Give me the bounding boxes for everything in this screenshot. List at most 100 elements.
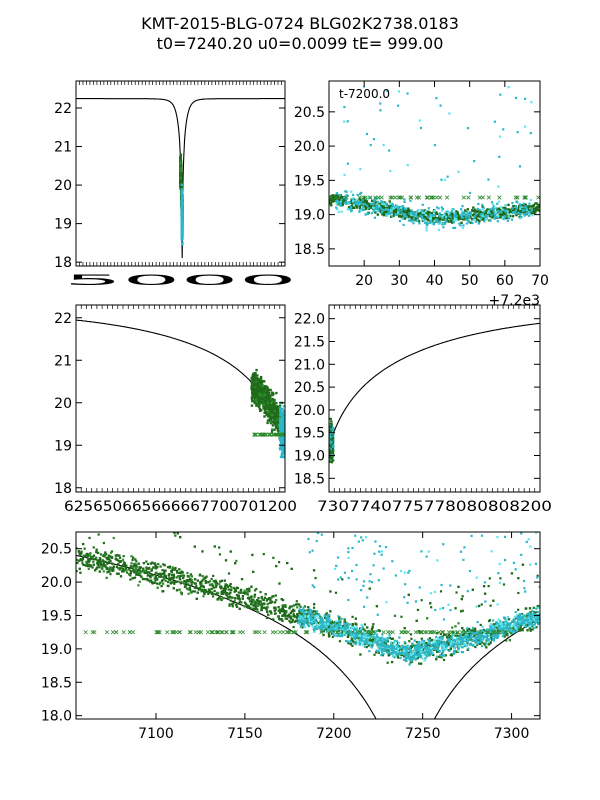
y-tick-label: 20 bbox=[54, 178, 72, 194]
data-point bbox=[506, 212, 509, 216]
data-point bbox=[299, 612, 302, 615]
data-point bbox=[255, 386, 259, 389]
data-point bbox=[462, 216, 466, 220]
data-point bbox=[364, 203, 367, 206]
data-point bbox=[497, 185, 500, 188]
data-point bbox=[399, 208, 402, 212]
data-point bbox=[181, 214, 184, 217]
data-point bbox=[506, 210, 509, 213]
data-point bbox=[501, 208, 504, 211]
data-point bbox=[266, 419, 270, 422]
data-point bbox=[275, 433, 279, 437]
data-point bbox=[278, 415, 282, 419]
data-point bbox=[382, 144, 385, 147]
data-point bbox=[481, 205, 484, 209]
data-point bbox=[350, 209, 353, 212]
data-point bbox=[272, 405, 275, 408]
data-point bbox=[481, 208, 484, 211]
data-point bbox=[504, 216, 508, 220]
data-point bbox=[88, 536, 91, 540]
data-point bbox=[250, 398, 254, 401]
data-point bbox=[455, 215, 458, 218]
axes-frame bbox=[328, 80, 541, 267]
data-point bbox=[463, 209, 467, 212]
data-point bbox=[180, 212, 184, 215]
data-point bbox=[256, 374, 259, 377]
data-point-x bbox=[486, 195, 491, 200]
data-point bbox=[493, 120, 496, 123]
panel-middle-right-plot-area bbox=[329, 322, 540, 464]
data-point bbox=[518, 209, 521, 212]
data-point bbox=[331, 447, 334, 451]
data-point bbox=[378, 202, 381, 205]
data-point bbox=[279, 427, 282, 430]
data-point bbox=[417, 218, 420, 221]
data-point bbox=[257, 384, 260, 388]
data-point bbox=[479, 210, 483, 214]
data-point bbox=[477, 209, 480, 212]
data-point bbox=[265, 396, 268, 400]
data-point bbox=[385, 207, 388, 211]
data-point bbox=[275, 410, 279, 414]
data-point bbox=[499, 205, 502, 208]
data-point bbox=[329, 446, 331, 450]
data-point bbox=[399, 206, 402, 209]
data-point bbox=[280, 452, 283, 455]
data-point bbox=[271, 391, 274, 394]
data-point bbox=[412, 214, 415, 217]
data-point bbox=[340, 199, 344, 203]
data-point bbox=[414, 214, 417, 217]
data-point bbox=[250, 377, 253, 381]
data-point bbox=[355, 206, 358, 209]
data-point bbox=[335, 206, 338, 209]
data-point-x bbox=[523, 195, 528, 200]
data-point bbox=[342, 199, 345, 203]
data-point bbox=[403, 198, 406, 201]
data-point bbox=[180, 190, 184, 194]
data-point bbox=[509, 214, 512, 218]
data-point bbox=[416, 212, 420, 216]
data-point bbox=[259, 377, 263, 380]
data-point bbox=[274, 417, 277, 420]
data-point bbox=[329, 448, 331, 451]
data-point bbox=[360, 208, 363, 211]
data-point bbox=[181, 217, 184, 220]
data-point bbox=[259, 400, 263, 404]
data-point bbox=[343, 120, 346, 123]
y-tick-label: 20.5 bbox=[294, 105, 325, 121]
data-point bbox=[462, 224, 465, 227]
data-point bbox=[329, 417, 332, 421]
data-point bbox=[270, 397, 273, 401]
data-point bbox=[410, 213, 413, 217]
data-point bbox=[467, 219, 471, 223]
data-point bbox=[397, 212, 400, 215]
data-point bbox=[381, 205, 385, 208]
data-point bbox=[483, 220, 486, 223]
data-point bbox=[258, 392, 261, 395]
data-point-x bbox=[523, 195, 528, 200]
data-point bbox=[329, 435, 331, 439]
data-point bbox=[435, 212, 438, 215]
data-point bbox=[432, 216, 435, 220]
data-point-x bbox=[497, 195, 502, 200]
data-point bbox=[457, 218, 460, 221]
data-point bbox=[533, 211, 536, 215]
data-point bbox=[468, 191, 472, 195]
y-tick-label: 18.5 bbox=[294, 471, 325, 487]
data-point bbox=[398, 214, 402, 218]
data-point bbox=[346, 162, 349, 165]
data-point bbox=[471, 217, 474, 221]
data-point bbox=[276, 415, 279, 419]
data-point bbox=[279, 448, 282, 451]
data-point bbox=[533, 207, 536, 211]
data-point bbox=[394, 205, 397, 208]
data-point bbox=[266, 391, 270, 394]
data-point bbox=[376, 210, 379, 213]
data-point bbox=[421, 203, 424, 206]
data-point bbox=[478, 212, 481, 215]
data-point bbox=[529, 205, 533, 209]
data-point-x bbox=[522, 195, 527, 200]
data-point bbox=[394, 208, 398, 211]
data-point bbox=[494, 215, 497, 218]
data-point bbox=[465, 212, 468, 215]
